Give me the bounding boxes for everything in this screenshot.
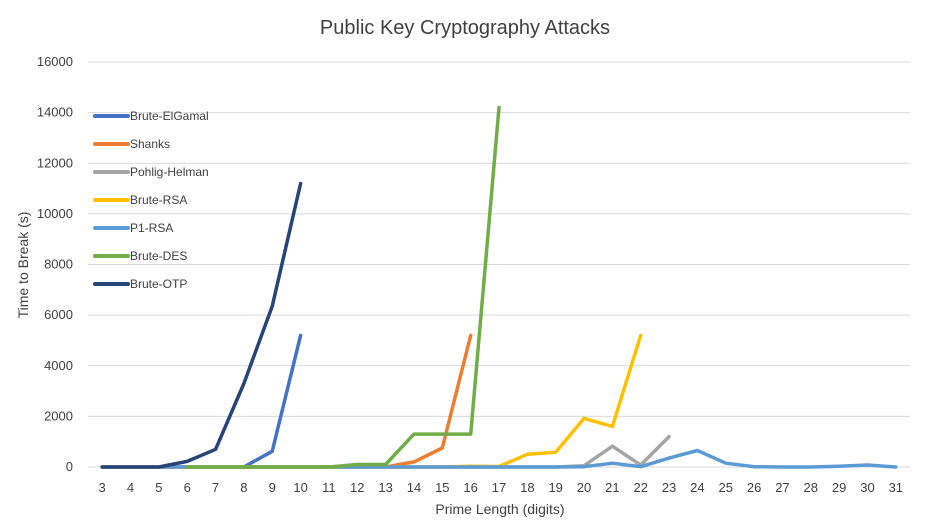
x-tick-label: 26 xyxy=(747,480,761,495)
x-tick-label: 22 xyxy=(633,480,647,495)
legend-label: Brute-DES xyxy=(130,249,187,263)
x-tick-label: 21 xyxy=(605,480,619,495)
x-tick-label: 12 xyxy=(350,480,364,495)
x-tick-label: 11 xyxy=(322,480,336,495)
y-tick-label: 16000 xyxy=(37,54,73,69)
y-tick-label: 10000 xyxy=(37,206,73,221)
x-tick-label: 29 xyxy=(832,480,846,495)
x-tick-label: 10 xyxy=(293,480,307,495)
x-tick-label: 16 xyxy=(463,480,477,495)
x-tick-label: 3 xyxy=(99,480,106,495)
x-tick-label: 18 xyxy=(520,480,534,495)
y-tick-label: 0 xyxy=(66,459,73,474)
y-axis-ticks: 0 2000 4000 6000 8000 10000 12000 14000 16000 xyxy=(37,54,73,474)
x-tick-label: 9 xyxy=(269,480,276,495)
x-tick-label: 28 xyxy=(804,480,818,495)
series-line-brute-otp xyxy=(100,181,303,469)
chart-title: Public Key Cryptography Attacks xyxy=(320,17,610,39)
x-tick-label: 19 xyxy=(548,480,562,495)
legend-label: Brute-ElGamal xyxy=(130,109,209,123)
x-tick-label: 23 xyxy=(662,480,676,495)
x-tick-label: 5 xyxy=(155,480,162,495)
x-tick-label: 27 xyxy=(775,480,789,495)
x-tick-label: 25 xyxy=(719,480,733,495)
y-tick-label: 4000 xyxy=(44,358,73,373)
x-tick-label: 30 xyxy=(860,480,874,495)
x-tick-label: 7 xyxy=(212,480,219,495)
series-lines xyxy=(100,105,898,469)
legend-label: Brute-OTP xyxy=(130,277,187,291)
x-tick-label: 24 xyxy=(690,480,704,495)
y-tick-label: 8000 xyxy=(44,257,73,272)
x-tick-label: 13 xyxy=(378,480,392,495)
x-tick-label: 8 xyxy=(240,480,247,495)
y-tick-label: 2000 xyxy=(44,408,73,423)
series-line-brute-des xyxy=(185,105,501,469)
legend-label: Brute-RSA xyxy=(130,193,187,207)
x-axis-title: Prime Length (digits) xyxy=(435,501,564,517)
x-tick-label: 17 xyxy=(492,480,506,495)
y-axis-title: Time to Break (s) xyxy=(15,212,31,319)
x-tick-label: 20 xyxy=(577,480,591,495)
x-tick-label: 4 xyxy=(127,480,134,495)
x-tick-label: 6 xyxy=(184,480,191,495)
legend-label: Shanks xyxy=(130,137,170,151)
x-tick-label: 14 xyxy=(407,480,421,495)
y-tick-label: 14000 xyxy=(37,105,73,120)
legend: Brute-ElGamal Shanks Pohlig-Helman Brute-RS… xyxy=(93,109,209,291)
legend-label: Pohlig-Helman xyxy=(130,165,209,179)
y-tick-label: 12000 xyxy=(37,155,73,170)
y-tick-label: 6000 xyxy=(44,307,73,322)
x-tick-label: 31 xyxy=(889,480,903,495)
x-tick-label: 15 xyxy=(435,480,449,495)
x-axis-ticks: 3 4 5 6 7 8 9 10 11 12 13 14 15 16 17 18 19 20 21 22 23 24 25 2… xyxy=(99,480,904,495)
legend-label: P1-RSA xyxy=(130,221,173,235)
